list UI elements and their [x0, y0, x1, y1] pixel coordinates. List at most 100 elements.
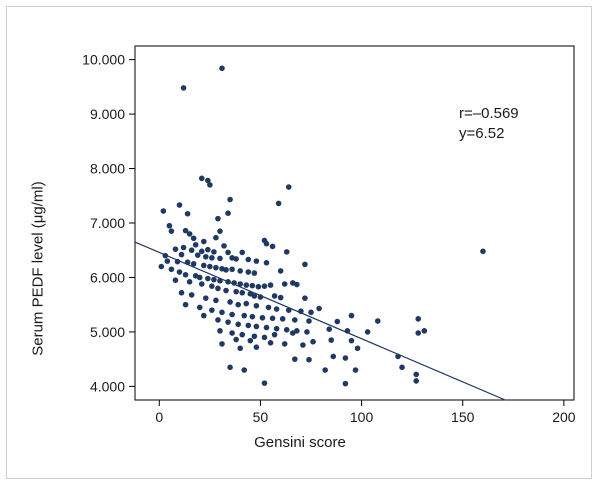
data-point	[188, 292, 195, 298]
data-point	[241, 312, 248, 319]
data-point	[399, 364, 405, 371]
y-tick-label: 4.000	[90, 378, 125, 394]
data-point	[326, 326, 333, 333]
data-point	[253, 323, 260, 330]
axes: 0 50 100 150 200 4.000 5.000 6.000 7.000 8.000 9.0…	[82, 45, 576, 425]
data-point	[198, 175, 205, 182]
data-point	[233, 336, 239, 343]
data-point	[261, 283, 268, 289]
data-point	[166, 222, 173, 229]
data-point	[178, 289, 185, 296]
data-point	[253, 302, 260, 309]
data-point	[304, 329, 310, 335]
data-point	[364, 329, 371, 335]
data-point	[277, 294, 284, 301]
correlation-annotation: r=–0.569	[459, 105, 519, 122]
data-point	[219, 341, 225, 347]
data-point	[233, 288, 239, 295]
data-point	[413, 378, 420, 384]
data-point	[209, 307, 215, 313]
y-tick-label: 5.000	[90, 324, 125, 340]
data-point	[203, 295, 209, 301]
data-point	[200, 312, 207, 319]
data-point	[196, 304, 203, 311]
data-point	[223, 267, 229, 273]
data-point	[239, 331, 246, 338]
data-point	[168, 228, 175, 234]
data-point	[211, 249, 217, 255]
y-tick-label: 6.000	[90, 269, 125, 285]
data-point	[196, 274, 203, 281]
data-point	[334, 318, 341, 325]
data-point	[172, 277, 179, 283]
data-point	[235, 301, 241, 308]
data-point	[190, 261, 197, 267]
data-point	[302, 295, 308, 301]
data-point	[322, 367, 328, 373]
data-point	[352, 367, 359, 373]
data-point	[160, 208, 167, 214]
data-point	[255, 283, 262, 290]
data-point	[249, 313, 256, 320]
data-point	[273, 306, 280, 312]
data-point	[186, 279, 193, 285]
data-point	[269, 243, 276, 250]
x-tick-label: 50	[253, 409, 269, 425]
y-tick-label: 7.000	[90, 215, 125, 231]
data-point	[164, 258, 171, 264]
data-point	[215, 317, 221, 323]
data-point	[207, 182, 213, 188]
data-point	[259, 314, 266, 321]
data-point	[172, 246, 179, 252]
data-point	[221, 243, 227, 249]
data-point	[178, 251, 185, 258]
data-point	[265, 304, 272, 311]
data-point	[205, 177, 211, 184]
data-point	[413, 371, 420, 378]
data-point	[229, 311, 235, 318]
x-axis-label: Gensini score	[254, 434, 346, 451]
data-point	[205, 246, 211, 253]
data-point	[374, 318, 381, 324]
data-point	[480, 248, 486, 255]
data-point	[281, 281, 288, 287]
data-point	[308, 309, 314, 316]
data-point	[158, 263, 165, 270]
data-point	[229, 266, 235, 273]
data-point	[283, 326, 290, 333]
data-point	[205, 275, 211, 282]
data-point	[182, 301, 189, 308]
data-point	[217, 228, 223, 234]
data-point	[283, 249, 290, 255]
x-tick-label: 100	[350, 409, 374, 425]
data-point	[217, 328, 223, 334]
data-point	[245, 256, 252, 263]
data-point	[237, 268, 243, 274]
data-point	[261, 380, 268, 386]
data-point	[213, 297, 219, 304]
data-point	[354, 345, 361, 352]
data-point	[348, 337, 355, 344]
data-point	[292, 317, 298, 323]
data-point	[200, 262, 207, 269]
data-point	[267, 340, 274, 346]
y-axis-label: Serum PEDF level (μg/ml)	[29, 181, 47, 356]
data-point	[249, 282, 256, 289]
equation-annotation: y=6.52	[459, 125, 505, 142]
data-point	[306, 356, 312, 363]
data-point	[253, 344, 260, 350]
data-point	[198, 281, 205, 287]
plot-area-border	[134, 45, 575, 401]
data-point	[203, 253, 209, 260]
data-point	[247, 337, 254, 344]
data-point	[271, 331, 278, 338]
data-point	[192, 241, 199, 248]
data-point	[261, 334, 268, 341]
data-point	[219, 309, 225, 316]
data-point	[421, 328, 428, 334]
data-point	[223, 287, 229, 294]
y-tick-label: 9.000	[90, 106, 125, 122]
data-point	[235, 321, 241, 328]
x-tick-label: 0	[155, 409, 163, 425]
